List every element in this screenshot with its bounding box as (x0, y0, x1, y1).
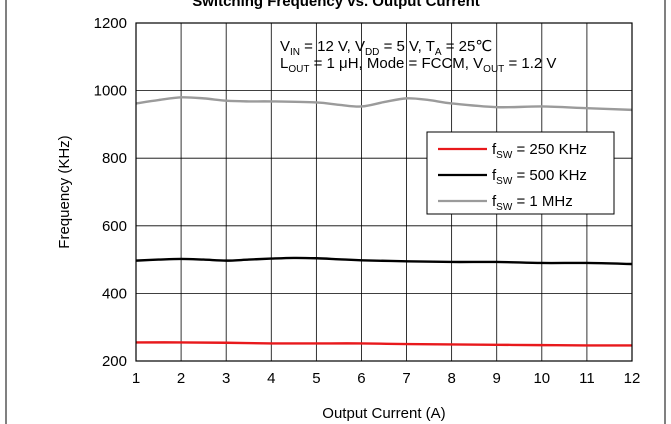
series-500khz (135, 256, 633, 266)
grid (136, 23, 632, 361)
x-tick-label: 10 (533, 370, 550, 387)
x-tick-label: 4 (267, 370, 275, 387)
x-axis-label: Output Current (A) (322, 405, 445, 422)
conditions-line-1: VIN = 12 V, VDD = 5 V, TA = 25℃ (280, 38, 492, 58)
x-tick-label: 12 (624, 370, 641, 387)
y-tick-label: 200 (102, 353, 127, 370)
y-tick-label: 1200 (94, 15, 127, 32)
legend-label-1mhz: fSW = 1 MHz (492, 193, 573, 213)
plot-frame (135, 22, 633, 362)
conditions-line-2: LOUT = 1 μH, Mode = FCCM, VOUT = 1.2 V (280, 55, 556, 75)
y-axis-label: Frequency (KHz) (56, 135, 73, 248)
y-tick-label: 400 (102, 285, 127, 302)
x-tick-label: 2 (177, 370, 185, 387)
y-tick-label: 1000 (94, 83, 127, 100)
chart-title: Switching Frequency vs. Output Current (192, 0, 480, 10)
x-tick-label: 7 (402, 370, 410, 387)
x-tick-label: 6 (357, 370, 365, 387)
x-tick-label: 9 (493, 370, 501, 387)
legend-label-250khz: fSW = 250 KHz (492, 141, 587, 161)
x-tick-label: 11 (579, 370, 595, 387)
series-250khz (135, 341, 633, 347)
series-layer (135, 96, 633, 347)
x-tick-label: 1 (132, 370, 140, 387)
y-tick-label: 600 (102, 218, 127, 235)
legend: fSW = 250 KHz fSW = 500 KHz fSW = 1 MHz (426, 131, 615, 215)
x-tick-label: 5 (312, 370, 320, 387)
x-tick-label: 3 (222, 370, 230, 387)
legend-label-500khz: fSW = 500 KHz (492, 167, 587, 187)
x-tick-label: 8 (447, 370, 455, 387)
series-1mhz (135, 96, 633, 112)
y-tick-label: 800 (102, 150, 127, 167)
